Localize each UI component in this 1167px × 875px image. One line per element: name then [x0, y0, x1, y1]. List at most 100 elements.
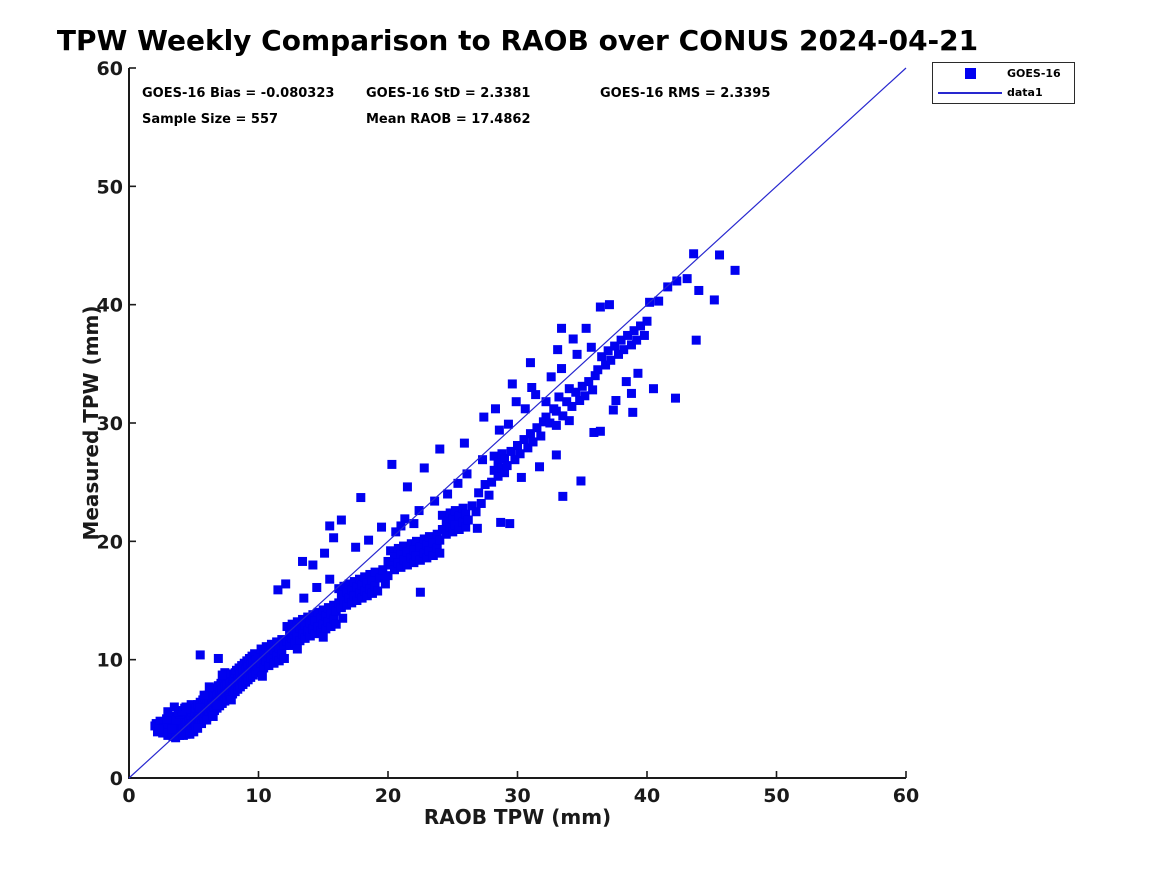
data-point	[360, 586, 370, 596]
data-point	[362, 591, 372, 601]
data-point	[551, 406, 561, 416]
data-point	[580, 391, 590, 401]
data-point	[474, 488, 484, 498]
data-point	[581, 323, 591, 333]
data-point	[331, 606, 341, 616]
legend-entry-goes16: GOES-16	[933, 64, 1074, 82]
data-point	[391, 527, 401, 537]
data-point	[164, 729, 174, 739]
data-point	[370, 581, 380, 591]
data-point	[691, 335, 701, 345]
data-point	[564, 384, 574, 394]
legend-label-goes16: GOES-16	[1007, 66, 1061, 80]
data-point	[399, 555, 409, 565]
data-point	[254, 652, 263, 662]
data-point	[639, 330, 649, 340]
data-point	[303, 626, 313, 636]
data-point	[604, 300, 614, 310]
data-point	[682, 274, 692, 284]
data-point	[213, 653, 223, 663]
data-point	[541, 412, 551, 422]
data-point	[344, 593, 354, 603]
data-point	[295, 636, 305, 646]
data-point	[572, 349, 582, 359]
data-point	[523, 443, 533, 453]
legend: GOES-16 data1	[932, 62, 1075, 104]
data-point	[325, 521, 335, 531]
data-point	[642, 316, 652, 326]
data-point	[472, 523, 482, 533]
data-point	[331, 619, 341, 629]
data-point	[274, 643, 284, 653]
data-point	[459, 438, 469, 448]
stat-rms: GOES-16 RMS = 2.3395	[600, 86, 771, 101]
data-point	[568, 334, 578, 344]
data-point	[626, 388, 636, 398]
data-point	[290, 638, 300, 648]
data-point	[448, 527, 458, 537]
data-point	[282, 636, 292, 646]
data-point	[352, 596, 362, 605]
data-point	[193, 723, 203, 733]
data-point	[493, 457, 503, 467]
data-point	[326, 622, 336, 632]
data-point	[256, 644, 266, 654]
data-point	[396, 562, 406, 572]
data-point	[402, 560, 412, 570]
data-point	[208, 711, 218, 721]
data-point	[334, 598, 344, 608]
data-point	[623, 330, 633, 340]
data-point	[411, 536, 421, 546]
data-point	[344, 579, 354, 589]
data-point	[310, 629, 320, 639]
data-point	[316, 626, 326, 636]
data-point	[312, 582, 322, 592]
data-point	[654, 296, 664, 306]
y-axis-label: Measured TPW (mm)	[79, 305, 103, 541]
data-point	[577, 381, 587, 391]
data-point	[535, 462, 545, 472]
data-point	[282, 622, 292, 632]
data-point	[409, 545, 419, 555]
y-tick-label: 50	[97, 176, 123, 198]
data-point	[308, 624, 318, 634]
x-tick-label: 60	[893, 785, 919, 807]
data-point	[300, 620, 310, 630]
data-point	[497, 463, 507, 473]
data-point	[300, 633, 310, 643]
data-point	[471, 507, 481, 517]
data-point	[520, 404, 530, 414]
x-tick-label: 50	[763, 785, 789, 807]
data-point	[528, 437, 538, 447]
data-point	[558, 491, 568, 501]
data-point	[178, 730, 188, 740]
data-point	[406, 553, 416, 563]
data-point	[389, 565, 399, 575]
data-point	[462, 469, 472, 479]
data-point	[461, 509, 471, 519]
data-point	[323, 603, 333, 613]
data-point	[323, 617, 333, 627]
data-point	[259, 663, 269, 673]
data-point	[557, 323, 567, 333]
data-point	[351, 542, 361, 552]
data-point	[355, 588, 365, 598]
data-point	[503, 419, 513, 429]
y-tick-label: 0	[110, 768, 123, 790]
data-point	[500, 468, 510, 478]
data-point	[155, 716, 165, 726]
data-point	[606, 355, 616, 365]
data-point	[342, 587, 352, 597]
data-point	[546, 372, 556, 382]
data-point	[321, 611, 331, 621]
data-point	[441, 516, 451, 526]
data-point	[450, 506, 460, 516]
data-point	[513, 440, 522, 450]
data-point	[321, 624, 331, 634]
data-point	[320, 548, 330, 558]
data-point	[264, 661, 274, 671]
data-point	[538, 417, 548, 427]
data-point	[458, 517, 468, 527]
data-point	[415, 542, 425, 552]
